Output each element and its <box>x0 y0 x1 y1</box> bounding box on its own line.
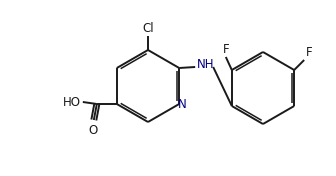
Text: Cl: Cl <box>142 22 154 35</box>
Text: F: F <box>222 43 229 56</box>
Text: NH: NH <box>197 58 215 71</box>
Text: HO: HO <box>63 96 81 108</box>
Text: N: N <box>178 99 186 112</box>
Text: F: F <box>306 46 313 59</box>
Text: O: O <box>88 124 97 137</box>
